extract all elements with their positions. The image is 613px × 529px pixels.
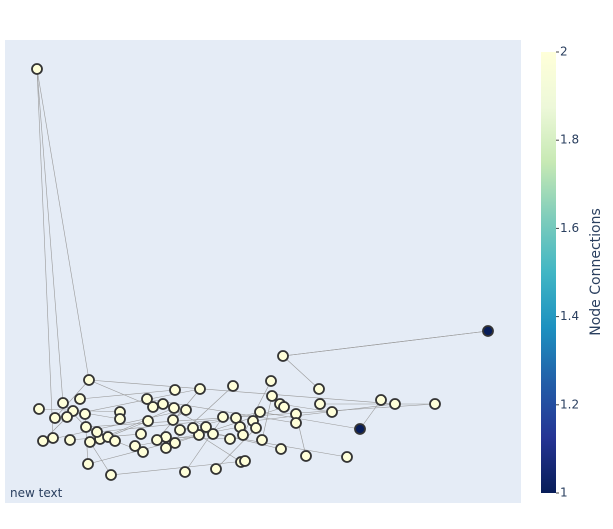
node [49, 412, 61, 424]
node [31, 63, 43, 75]
node [250, 422, 262, 434]
node [180, 404, 192, 416]
node [207, 428, 219, 440]
node [82, 458, 94, 470]
node [224, 433, 236, 445]
node [168, 402, 180, 414]
node [64, 434, 76, 446]
node [254, 406, 266, 418]
node [354, 423, 366, 435]
colorbar-tick-label: 1.8 [560, 133, 579, 147]
node [109, 435, 121, 447]
edge [198, 434, 242, 463]
node [137, 446, 149, 458]
node [290, 417, 302, 429]
colorbar-tick-label: 1.6 [560, 221, 579, 235]
colorbar [541, 52, 556, 493]
plot-area [5, 40, 521, 503]
node [341, 451, 353, 463]
edge [88, 379, 396, 405]
node [187, 422, 199, 434]
node [167, 414, 179, 426]
colorbar-tick-label: 1 [560, 486, 568, 500]
node [33, 403, 45, 415]
node [79, 408, 91, 420]
node [169, 384, 181, 396]
node [141, 393, 153, 405]
edge [36, 68, 54, 439]
node [429, 398, 441, 410]
node [227, 380, 239, 392]
node [313, 383, 325, 395]
node [61, 411, 73, 423]
node [174, 424, 186, 436]
node [256, 434, 268, 446]
edge [282, 330, 489, 357]
node [179, 466, 191, 478]
node [142, 415, 154, 427]
node [194, 383, 206, 395]
node [147, 401, 159, 413]
edge [261, 395, 273, 441]
node [157, 398, 169, 410]
node [47, 432, 59, 444]
node [135, 428, 147, 440]
edge [96, 417, 237, 433]
annotation: new text [10, 486, 63, 500]
edge [359, 399, 382, 430]
node [200, 421, 212, 433]
node [210, 463, 222, 475]
node [129, 440, 141, 452]
node [265, 375, 277, 387]
edge [282, 355, 320, 390]
colorbar-tick-label: 1.4 [560, 309, 579, 323]
node [314, 398, 326, 410]
node [37, 435, 49, 447]
node [482, 325, 494, 337]
edge [252, 403, 396, 422]
node [239, 455, 251, 467]
edge [110, 460, 246, 476]
colorbar-tick-label: 1.2 [560, 397, 579, 411]
node [84, 436, 96, 448]
node [237, 429, 249, 441]
node [326, 406, 338, 418]
node [91, 426, 103, 438]
node [105, 469, 117, 481]
node [300, 450, 312, 462]
node [57, 397, 69, 409]
edge [54, 379, 90, 419]
colorbar-tick-label: 2 [560, 45, 568, 59]
node [114, 413, 126, 425]
node [266, 390, 278, 402]
node [74, 393, 86, 405]
node [80, 421, 92, 433]
edge [89, 441, 112, 476]
node [83, 374, 95, 386]
edge [215, 427, 257, 470]
node [169, 437, 181, 449]
node [278, 401, 290, 413]
edge [184, 416, 224, 473]
edge [36, 68, 90, 381]
edge [79, 389, 176, 400]
node [375, 394, 387, 406]
node [275, 443, 287, 455]
node [160, 442, 172, 454]
node [151, 434, 163, 446]
edge [38, 408, 121, 413]
edge [36, 68, 64, 404]
edge [259, 411, 361, 430]
node [277, 350, 289, 362]
node [389, 398, 401, 410]
node [217, 411, 229, 423]
colorbar-title: Node Connections [588, 208, 604, 336]
